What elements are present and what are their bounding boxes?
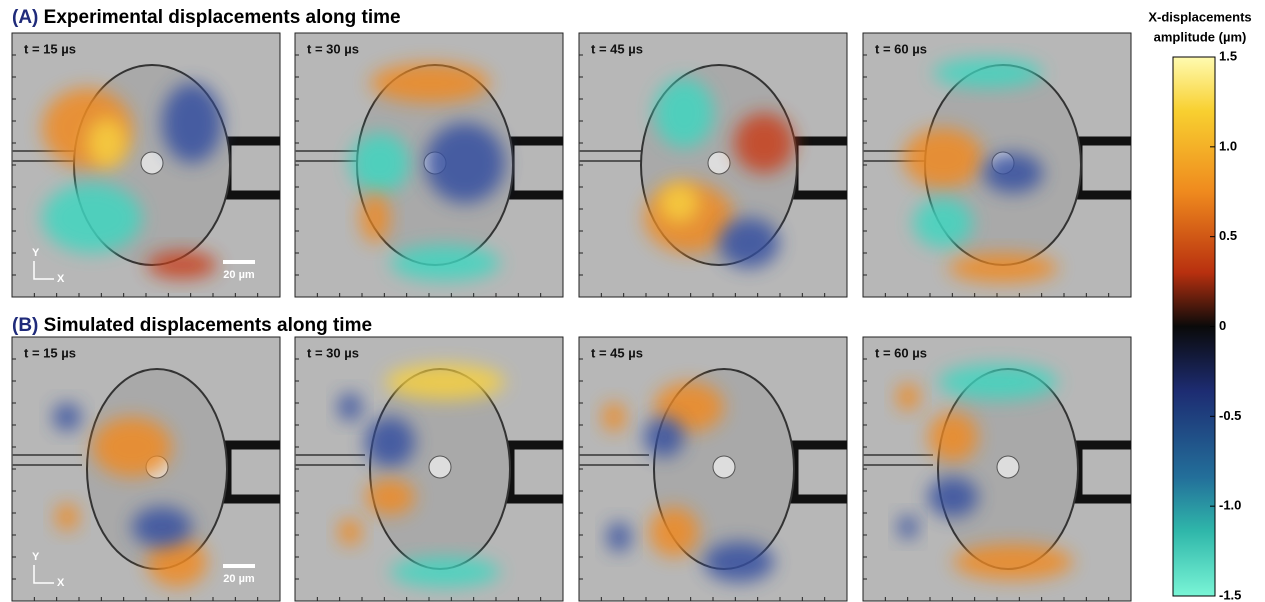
displacement-blob — [602, 402, 626, 432]
time-label: t = 15 µs — [24, 345, 76, 360]
frame: t = 30 µs — [295, 337, 563, 601]
displacement-blob — [360, 193, 390, 243]
time-label: t = 30 µs — [307, 41, 359, 56]
colorbar-tick-label: -0.5 — [1219, 408, 1241, 423]
displacement-blob — [898, 515, 918, 539]
displacement-blob — [365, 479, 415, 515]
displacement-blob — [55, 503, 79, 531]
displacement-blob — [903, 128, 983, 188]
displacement-blob — [365, 417, 415, 467]
displacement-blob — [734, 113, 794, 173]
displacement-blob — [983, 153, 1043, 193]
nucleus — [997, 456, 1019, 478]
panel-title: (B) Simulated displacements along time — [12, 315, 372, 336]
colorbar — [1173, 57, 1215, 596]
scale-bar-label: 20 µm — [223, 573, 255, 585]
displacement-blob — [425, 123, 505, 203]
time-label: t = 60 µs — [875, 345, 927, 360]
displacement-blob — [147, 251, 217, 279]
nucleus — [429, 456, 451, 478]
colorbar-tick-label: -1.5 — [1219, 587, 1241, 602]
displacement-blob — [338, 518, 362, 546]
displacement-blob — [350, 133, 410, 193]
nucleus — [708, 152, 730, 174]
displacement-blob — [607, 522, 631, 552]
panel-title: (A) Experimental displacements along tim… — [12, 7, 401, 28]
axis-x-label: X — [57, 273, 65, 285]
colorbar-tick-label: -1.0 — [1219, 498, 1241, 513]
displacement-blob — [659, 183, 699, 223]
colorbar-title: X-displacements — [1148, 9, 1251, 24]
displacement-blob — [644, 417, 684, 457]
frame: t = 30 µs — [295, 33, 563, 297]
displacement-blob — [87, 118, 127, 168]
time-label: t = 30 µs — [307, 345, 359, 360]
displacement-blob — [938, 364, 1058, 400]
displacement-blob — [53, 403, 81, 431]
displacement-blob — [649, 507, 699, 557]
displacement-blob — [92, 417, 172, 477]
displacement-blob — [948, 253, 1058, 283]
colorbar-tick-label: 0.5 — [1219, 228, 1237, 243]
axis-y-label: Y — [32, 247, 40, 259]
axis-x-label: X — [57, 577, 65, 589]
frame: t = 45 µs — [579, 33, 847, 297]
panel-title-text: Simulated displacements along time — [44, 315, 372, 336]
frame: t = 45 µs — [579, 337, 847, 601]
figure: (A) Experimental displacements along tim… — [0, 0, 1265, 602]
nucleus — [141, 152, 163, 174]
time-label: t = 45 µs — [591, 41, 643, 56]
panel-label: (B) — [12, 315, 38, 336]
frame: t = 60 µs — [863, 33, 1131, 297]
time-label: t = 60 µs — [875, 41, 927, 56]
displacement-blob — [928, 412, 978, 462]
frame: t = 60 µs — [863, 337, 1131, 601]
nucleus — [713, 456, 735, 478]
displacement-blob — [42, 183, 142, 253]
displacement-blob — [162, 83, 222, 163]
displacement-blob — [654, 78, 714, 148]
displacement-blob — [338, 393, 362, 421]
displacement-blob — [370, 63, 490, 103]
panel-title-text: Experimental displacements along time — [44, 7, 401, 28]
displacement-blob — [933, 58, 1043, 88]
colorbar-title: amplitude (µm) — [1154, 29, 1247, 44]
panel-label: (A) — [12, 7, 38, 28]
displacement-blob — [953, 544, 1073, 580]
displacement-blob — [390, 245, 500, 281]
displacement-blob — [390, 557, 500, 587]
displacement-blob — [704, 542, 774, 582]
displacement-blob — [385, 364, 505, 400]
displacement-blob — [913, 198, 973, 248]
displacement-blob — [896, 383, 920, 411]
displacement-blob — [132, 507, 192, 547]
time-label: t = 15 µs — [24, 41, 76, 56]
scale-bar-label: 20 µm — [223, 269, 255, 281]
displacement-blob — [719, 218, 779, 268]
displacement-blob — [928, 477, 978, 517]
colorbar-tick-label: 1.5 — [1219, 48, 1237, 63]
frame: t = 15 µs 20 µm Y X — [12, 337, 280, 601]
time-label: t = 45 µs — [591, 345, 643, 360]
colorbar-tick-label: 1.0 — [1219, 138, 1237, 153]
axis-y-label: Y — [32, 551, 40, 563]
frame: t = 15 µs 20 µm Y X — [12, 33, 280, 297]
colorbar-tick-label: 0 — [1219, 318, 1226, 333]
